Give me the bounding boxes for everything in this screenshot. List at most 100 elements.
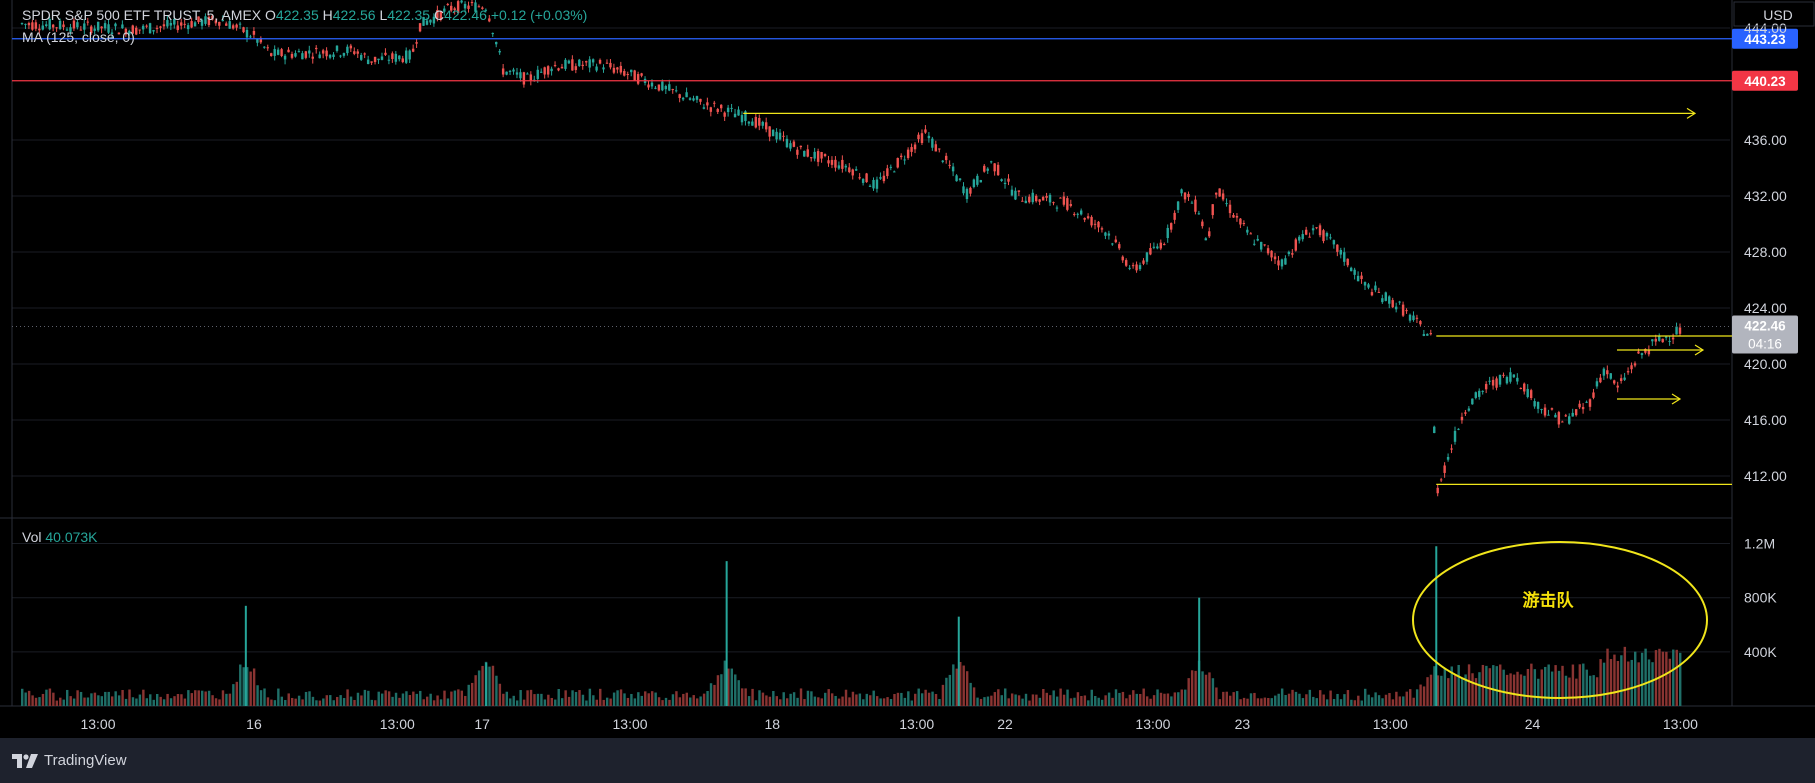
candle [391, 51, 394, 63]
candle-body [1356, 275, 1360, 282]
volume-bar [1166, 693, 1170, 706]
volume-bar [311, 696, 315, 706]
candle [20, 22, 24, 26]
candle [1668, 336, 1671, 346]
candle [373, 56, 377, 65]
candle-body [1626, 371, 1630, 373]
volume-bar [779, 699, 782, 706]
candle-body [1079, 210, 1083, 215]
volume-bar [1339, 699, 1343, 706]
volume-bar [1460, 677, 1464, 706]
volume-bar [1526, 669, 1530, 706]
high-value: 422.56 [332, 7, 376, 23]
volume-bar [567, 696, 571, 706]
candle [304, 50, 308, 60]
volume-bar [1170, 696, 1173, 706]
ma-legend[interactable]: MA (125, close, 0) [22, 29, 135, 45]
volume-bar [360, 695, 363, 706]
candle [515, 67, 519, 79]
candle-body [100, 26, 103, 29]
volume-bar [927, 692, 931, 706]
volume-bar [1474, 678, 1478, 706]
candle-body [1557, 412, 1561, 425]
candle [252, 27, 256, 39]
candles [20, 0, 1682, 497]
candle-body [259, 37, 263, 43]
time-tick-label: 18 [764, 716, 780, 732]
candle-body [927, 135, 931, 139]
candle [1100, 226, 1104, 233]
candle [1436, 484, 1439, 497]
volume-legend[interactable]: Vol 40.073K [22, 529, 98, 545]
tradingview-logo[interactable]: TradingView [12, 752, 127, 769]
volume-bar [45, 689, 48, 706]
close-label: C [433, 7, 445, 23]
volume-spike [244, 605, 247, 706]
volume-bar [1429, 674, 1433, 706]
volume-bar [204, 691, 207, 706]
candle [1453, 426, 1457, 445]
volume-bar [1488, 668, 1492, 706]
blue-price-tag-label: 443.23 [1744, 32, 1786, 47]
last-price-label: 422.46 [1744, 319, 1786, 334]
candle-body [1644, 348, 1647, 353]
volume-bar [235, 681, 239, 706]
volume-bar [920, 693, 924, 706]
volume-bar [1035, 694, 1038, 706]
volume-bar [491, 665, 495, 706]
volume-bar [1145, 696, 1149, 706]
candle-body [948, 164, 951, 166]
volume-bar [1630, 659, 1633, 706]
candle-body [1578, 403, 1581, 408]
candle-body [270, 53, 273, 57]
volume-bar [353, 699, 356, 706]
candle [834, 156, 837, 172]
change-value: +0.12 (+0.03%) [490, 7, 588, 23]
candle [228, 16, 231, 29]
volume-bar [1000, 695, 1003, 706]
chart-canvas[interactable]: 443.23 440.23 422.46 04:16 412.00 416.00 420.0… [0, 0, 1815, 738]
candle-body [287, 49, 290, 53]
volume-bar [730, 668, 734, 706]
candle-body [581, 64, 584, 67]
volume-bar [228, 693, 232, 706]
candle [1675, 322, 1678, 335]
volume-bar [239, 664, 242, 706]
candle-body [803, 150, 806, 157]
volume-bar [194, 690, 197, 706]
volume-bar [1533, 669, 1537, 706]
candle-body [848, 167, 851, 173]
candle-body [463, 3, 467, 9]
candle-body [951, 166, 955, 172]
candle [778, 129, 782, 141]
volume-bar [554, 699, 557, 706]
candle [1111, 242, 1114, 246]
candle [1239, 218, 1242, 229]
volume-bar [1627, 661, 1630, 706]
candle-body [526, 73, 529, 75]
candle-body [761, 121, 764, 126]
volume-bar [104, 691, 107, 706]
currency-label: USD [1763, 7, 1793, 23]
annotation-ellipse [1412, 541, 1708, 699]
ray-arrowhead [1686, 107, 1697, 119]
volume-bar [1280, 688, 1284, 706]
candle [273, 45, 276, 61]
candle-body [1346, 258, 1349, 266]
candle-body [252, 30, 256, 35]
ohlc-legend[interactable]: SPDR S&P 500 ETF TRUST, 5, AMEX O422.35 … [22, 7, 587, 23]
candle [363, 52, 366, 59]
candle [654, 85, 657, 90]
candle-body [332, 54, 335, 58]
candle-body [813, 151, 816, 159]
candle [1547, 409, 1550, 416]
candle [152, 29, 155, 35]
candle-body [51, 24, 55, 28]
volume-bar [308, 691, 311, 706]
candle-body [858, 177, 861, 179]
candle-body [218, 21, 221, 26]
candle [1401, 301, 1405, 318]
candle-body [1048, 194, 1052, 203]
candle [1055, 205, 1059, 212]
candle-body [1360, 275, 1363, 280]
